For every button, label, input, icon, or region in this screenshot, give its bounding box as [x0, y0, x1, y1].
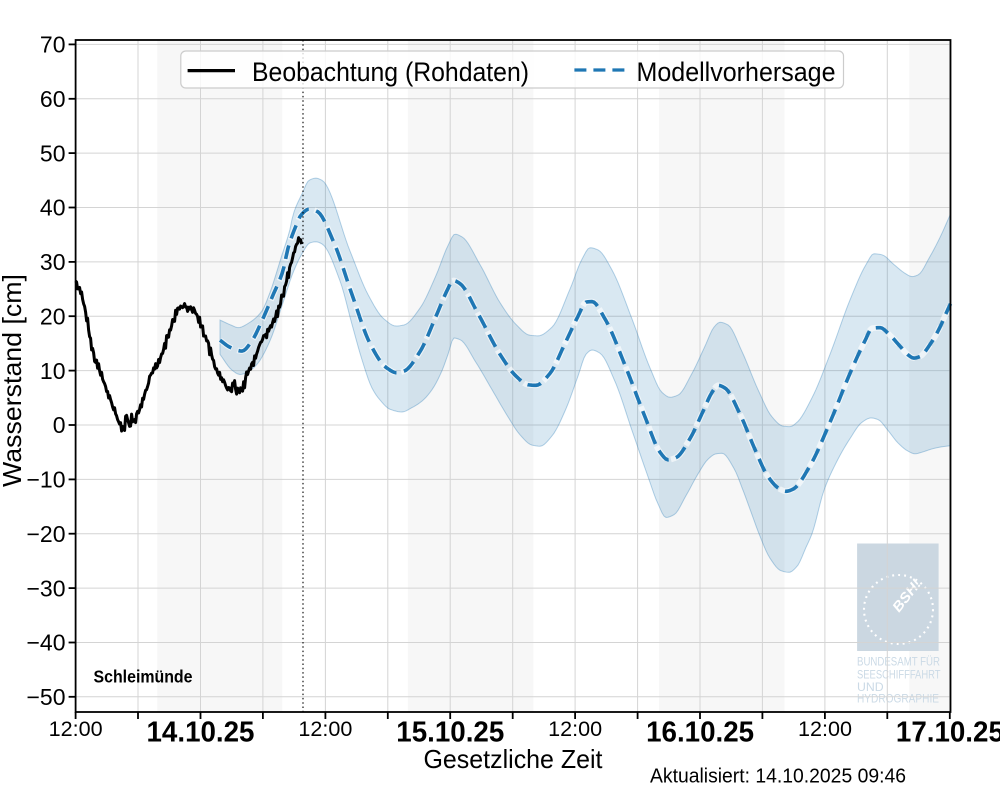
svg-text:0: 0 [53, 412, 66, 438]
svg-text:30: 30 [40, 249, 66, 275]
svg-text:15.10.25: 15.10.25 [396, 717, 504, 749]
svg-text:SEESCHIFFFAHRT: SEESCHIFFFAHRT [857, 668, 941, 682]
svg-text:17.10.25: 17.10.25 [896, 717, 1000, 749]
svg-text:UND: UND [857, 680, 884, 694]
svg-text:10: 10 [40, 358, 66, 384]
svg-text:12:00: 12:00 [49, 718, 103, 741]
svg-text:60: 60 [40, 86, 66, 112]
svg-text:70: 70 [40, 32, 66, 58]
svg-text:−20: −20 [26, 521, 65, 547]
svg-text:Modellvorhersage: Modellvorhersage [637, 57, 836, 87]
svg-text:20: 20 [40, 303, 66, 329]
svg-text:−50: −50 [26, 684, 65, 710]
svg-text:12:00: 12:00 [798, 718, 852, 741]
svg-text:−40: −40 [26, 630, 65, 656]
svg-text:HYDROGRAPHIE: HYDROGRAPHIE [857, 692, 939, 706]
svg-text:BUNDESAMT FÜR: BUNDESAMT FÜR [857, 655, 940, 669]
svg-text:Aktualisiert: 14.10.2025 09:46: Aktualisiert: 14.10.2025 09:46 [650, 765, 906, 787]
svg-text:12:00: 12:00 [548, 718, 602, 741]
svg-text:Gesetzliche Zeit: Gesetzliche Zeit [424, 744, 604, 774]
svg-text:40: 40 [40, 195, 66, 221]
svg-text:−30: −30 [26, 575, 65, 601]
svg-text:Beobachtung (Rohdaten): Beobachtung (Rohdaten) [252, 57, 529, 87]
svg-text:−10: −10 [26, 467, 65, 493]
svg-text:Schleimünde: Schleimünde [94, 667, 193, 687]
svg-text:16.10.25: 16.10.25 [646, 717, 754, 749]
svg-text:Wasserstand [cm]: Wasserstand [cm] [0, 274, 27, 487]
svg-text:50: 50 [40, 140, 66, 166]
svg-text:12:00: 12:00 [298, 718, 352, 741]
svg-text:14.10.25: 14.10.25 [147, 717, 255, 749]
